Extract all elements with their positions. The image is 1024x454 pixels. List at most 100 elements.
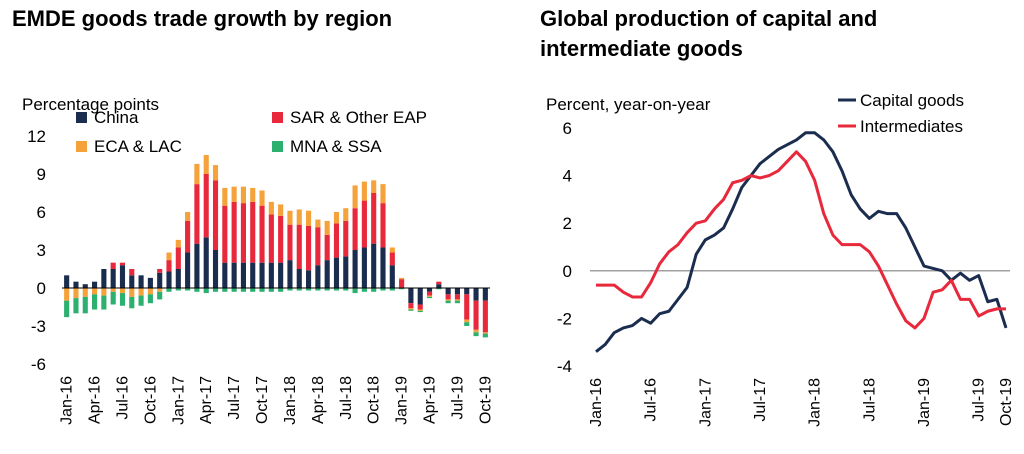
bar-segment — [389, 265, 395, 288]
bar-segment — [278, 204, 284, 216]
bar-segment — [352, 288, 358, 294]
bar-segment — [445, 299, 451, 301]
bar-segment — [426, 295, 433, 297]
bar-segment — [138, 288, 144, 296]
bar-segment — [73, 281, 79, 288]
bar-segment — [361, 247, 367, 288]
bar-segment — [464, 322, 470, 326]
x-tick-label: Jan-19 — [916, 378, 933, 427]
bar-segment — [138, 275, 144, 288]
bar-segment — [287, 288, 293, 291]
bar-segment — [324, 234, 330, 261]
bar-segment — [389, 288, 395, 291]
bar-segment — [306, 288, 312, 291]
bar-segment — [203, 237, 209, 288]
bar-segment — [417, 304, 423, 310]
bar-segment — [119, 262, 126, 266]
bar-segment — [361, 200, 367, 248]
bar-segment — [129, 296, 135, 309]
bar-segment — [352, 250, 358, 288]
bar-segment — [454, 299, 460, 301]
series-line-1 — [596, 150, 1006, 330]
bar-segment — [371, 180, 377, 193]
bar-segment — [352, 208, 358, 250]
bar-segment — [175, 269, 181, 288]
bar-segment — [306, 210, 312, 226]
bar-segment — [482, 332, 488, 334]
bar-segment — [147, 277, 153, 288]
bar-segment — [296, 224, 302, 269]
y-tick-label: -6 — [31, 355, 46, 374]
x-tick-label: Jan-17 — [170, 376, 187, 425]
bar-segment — [380, 247, 386, 288]
x-tick-label: Apr-18 — [310, 376, 327, 424]
y-axis-label: Percentage points — [22, 95, 159, 114]
bar-segment — [352, 185, 358, 209]
bar-segment — [464, 294, 470, 320]
bar-segment — [250, 187, 256, 202]
bar-segment — [315, 219, 321, 228]
y-tick-label: 3 — [37, 241, 46, 260]
bar-segment — [147, 288, 153, 295]
bar-segment — [371, 243, 377, 288]
legend-label-2: ECA & LAC — [94, 137, 182, 156]
bar-segment — [417, 288, 423, 305]
bar-segment — [333, 223, 340, 258]
bar-segment — [473, 329, 479, 333]
bar-segment — [157, 272, 163, 288]
bar-segment — [101, 269, 107, 288]
bar-segment — [101, 288, 107, 296]
bar-segment — [92, 288, 98, 295]
bar-segment — [185, 288, 191, 291]
x-tick-label: Oct-18 — [366, 376, 383, 424]
bar-segment — [454, 300, 460, 304]
bar-segment — [315, 265, 321, 288]
bar-segment — [212, 288, 219, 292]
bar-segment — [333, 288, 340, 291]
bar-segment — [231, 288, 237, 292]
line-chart: Percent, year-on-year -4 -2 0 2 4 6 Capital goo… — [546, 91, 1015, 427]
bar-segment — [222, 205, 228, 263]
bar-segment — [464, 319, 470, 323]
x-tick-label: Jul-16 — [643, 378, 660, 422]
bar-segment — [259, 205, 265, 263]
bar-segment — [240, 288, 246, 292]
x-tick-label: Apr-17 — [198, 376, 215, 424]
bar-segment — [278, 262, 284, 288]
legend-label-1: SAR & Other EAP — [290, 108, 427, 127]
bar-segment — [82, 284, 88, 288]
bar-segment — [436, 284, 442, 288]
bar-segment — [426, 296, 433, 299]
bar-segment — [482, 300, 488, 333]
bar-segment — [110, 288, 116, 292]
bar-segment — [361, 181, 367, 201]
x-tick-label: Jan-16 — [588, 378, 605, 427]
x-tick-label: Oct-19 — [998, 378, 1015, 426]
bar-segment — [64, 288, 70, 301]
bar-segment — [119, 293, 126, 306]
bar-segment — [473, 300, 479, 330]
bar-segment — [82, 296, 88, 314]
bar-segment — [287, 224, 293, 261]
bar-segment — [240, 203, 246, 263]
bar-segment — [268, 262, 274, 288]
x-tick-label: Jan-17 — [697, 378, 714, 427]
y-tick-label: 6 — [37, 203, 46, 222]
bar-segment — [250, 201, 256, 263]
bar-segment — [64, 300, 70, 318]
bar-segment — [380, 288, 386, 291]
bar-segment — [287, 210, 293, 225]
legend-swatch-1 — [272, 112, 283, 123]
bar-segment — [92, 281, 98, 288]
bar-segment — [175, 239, 181, 248]
y-axis-label: Percent, year-on-year — [546, 95, 711, 114]
bar-segment — [185, 252, 191, 288]
bar-segment — [73, 288, 79, 299]
bar-segment — [361, 288, 367, 292]
bar-segment — [92, 294, 98, 310]
bar-segment — [399, 277, 405, 280]
right-chart-title: Global production of capital and interme… — [540, 6, 878, 61]
bar-segment — [166, 260, 172, 272]
bar-segment — [175, 288, 181, 291]
y-tick-label: 0 — [37, 279, 46, 298]
